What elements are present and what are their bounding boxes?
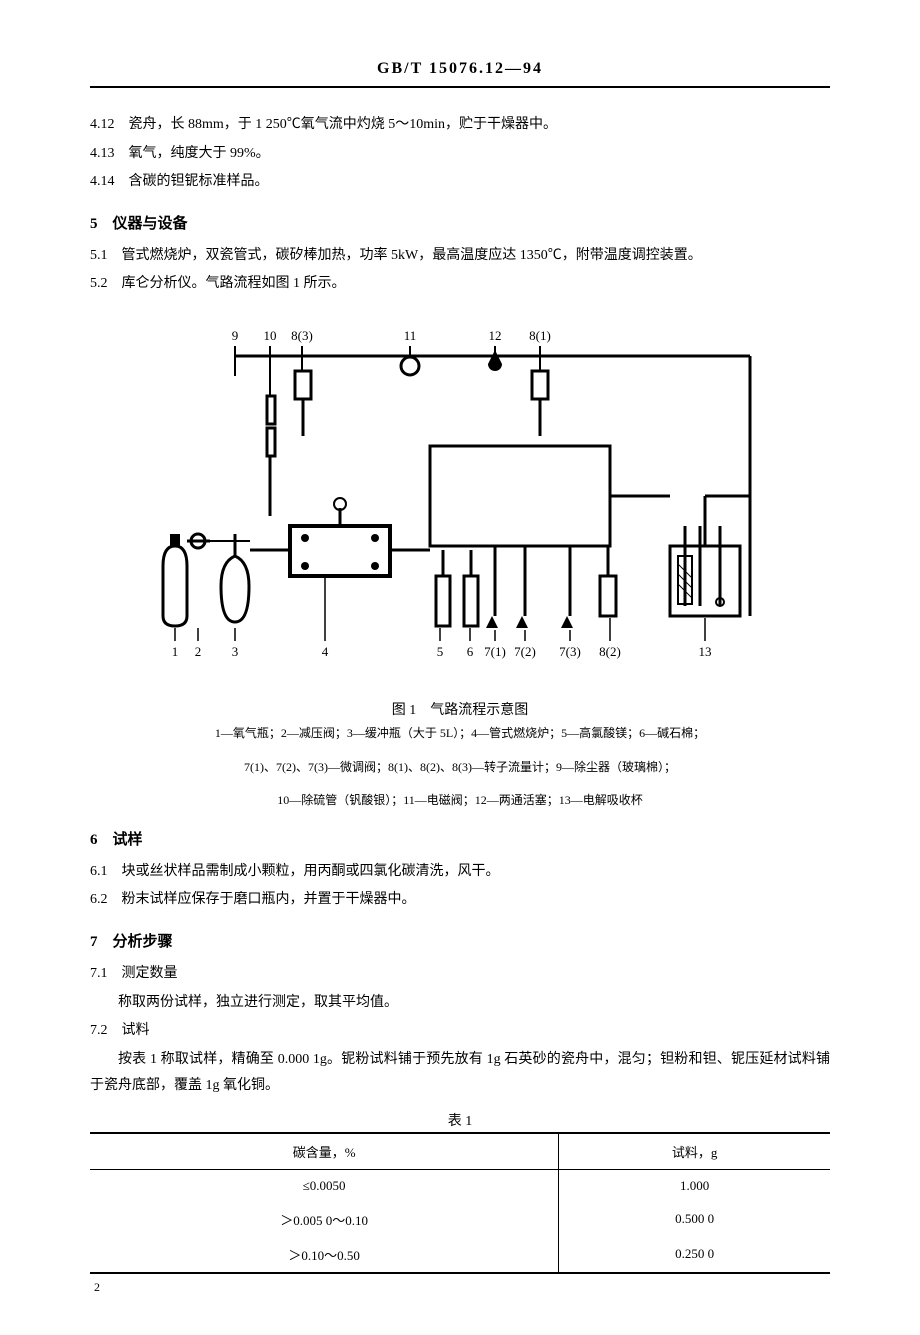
figure-1-legend-2: 7(1)、7(2)、7(3)—微调阀；8(1)、8(2)、8(3)—转子流量计；… [90, 757, 830, 779]
svg-text:11: 11 [404, 328, 417, 343]
svg-text:12: 12 [489, 328, 502, 343]
diagram-bottom-labels: 1 2 3 4 5 6 7(1) 7(2) 7(3) 8(2) 13 [172, 644, 712, 659]
table-1: 表 1 碳含量，% 试料，g ≤0.0050 1.000 ＞0.005 0～0.… [90, 1110, 830, 1274]
section-6-title: 6 试样 [90, 828, 830, 849]
svg-text:8(1): 8(1) [529, 328, 551, 343]
sample-amount-table: 碳含量，% 试料，g ≤0.0050 1.000 ＞0.005 0～0.10 0… [90, 1132, 830, 1274]
col-sample: 试料，g [559, 1133, 830, 1170]
item-5-2: 5.2 库仑分析仪。气路流程如图 1 所示。 [90, 271, 830, 298]
item-7-2: 7.2 试料 [90, 1018, 830, 1045]
item-4-14: 4.14 含碳的钽铌标准样品。 [90, 169, 830, 196]
svg-text:1: 1 [172, 644, 179, 659]
table-1-caption: 表 1 [90, 1110, 830, 1130]
item-4-13: 4.13 氧气，纯度大于 99%。 [90, 141, 830, 168]
diagram-top-labels: 9 10 8(3) 11 12 8(1) [232, 328, 551, 343]
svg-text:9: 9 [232, 328, 239, 343]
svg-text:7(2): 7(2) [514, 644, 536, 659]
item-7-1: 7.1 测定数量 [90, 961, 830, 988]
cell: ＞0.005 0～0.10 [90, 1202, 559, 1237]
table-row: ≤0.0050 1.000 [90, 1169, 830, 1202]
svg-text:5: 5 [437, 644, 444, 659]
figure-1-title: 图 1 气路流程示意图 [90, 699, 830, 719]
page-number: 2 [94, 1280, 830, 1295]
svg-text:3: 3 [232, 644, 239, 659]
table-row: ＞0.005 0～0.10 0.500 0 [90, 1202, 830, 1237]
figure-1-legend-1: 1—氧气瓶；2—减压阀；3—缓冲瓶（大于 5L）；4—管式燃烧炉；5—高氯酸镁；… [90, 723, 830, 745]
item-7-1-body: 称取两份试样，独立进行测定，取其平均值。 [90, 990, 830, 1017]
gas-flow-diagram: 9108(3)11128(1) 1234567(1)7(2)7(3)8(2)13 [140, 316, 780, 686]
cell: 1.000 [559, 1169, 830, 1202]
svg-text:4: 4 [322, 644, 329, 659]
table-row: ＞0.10～0.50 0.250 0 [90, 1237, 830, 1273]
page: GB/T 15076.12—94 4.12 瓷舟，长 88mm，于 1 250℃… [0, 0, 920, 1335]
item-7-2-body: 按表 1 称取试样，精确至 0.000 1g。铌粉试料铺于预先放有 1g 石英砂… [90, 1047, 830, 1100]
standard-header: GB/T 15076.12—94 [90, 60, 830, 88]
figure-1: 9108(3)11128(1) 1234567(1)7(2)7(3)8(2)13 [90, 316, 830, 812]
item-6-2: 6.2 粉末试样应保存于磨口瓶内，并置于干燥器中。 [90, 887, 830, 914]
section-5-title: 5 仪器与设备 [90, 212, 830, 233]
svg-text:8(2): 8(2) [599, 644, 621, 659]
cell: 0.500 0 [559, 1202, 830, 1237]
svg-text:10: 10 [264, 328, 277, 343]
item-6-1: 6.1 块或丝状样品需制成小颗粒，用丙酮或四氯化碳清洗，风干。 [90, 859, 830, 886]
cell: 0.250 0 [559, 1237, 830, 1273]
svg-text:6: 6 [467, 644, 474, 659]
svg-text:2: 2 [195, 644, 202, 659]
item-4-12: 4.12 瓷舟，长 88mm，于 1 250℃氧气流中灼烧 5～10min，贮于… [90, 112, 830, 139]
svg-text:7(3): 7(3) [559, 644, 581, 659]
cell: ＞0.10～0.50 [90, 1237, 559, 1273]
section-7-title: 7 分析步骤 [90, 930, 830, 951]
svg-text:8(3): 8(3) [291, 328, 313, 343]
svg-text:13: 13 [699, 644, 712, 659]
item-5-1: 5.1 管式燃烧炉，双瓷管式，碳矽棒加热，功率 5kW，最高温度应达 1350℃… [90, 243, 830, 270]
figure-1-legend-3: 10—除硫管（钒酸银）；11—电磁阀；12—两通活塞；13—电解吸收杯 [90, 790, 830, 812]
col-carbon: 碳含量，% [90, 1133, 559, 1170]
svg-text:7(1): 7(1) [484, 644, 506, 659]
cell: ≤0.0050 [90, 1169, 559, 1202]
